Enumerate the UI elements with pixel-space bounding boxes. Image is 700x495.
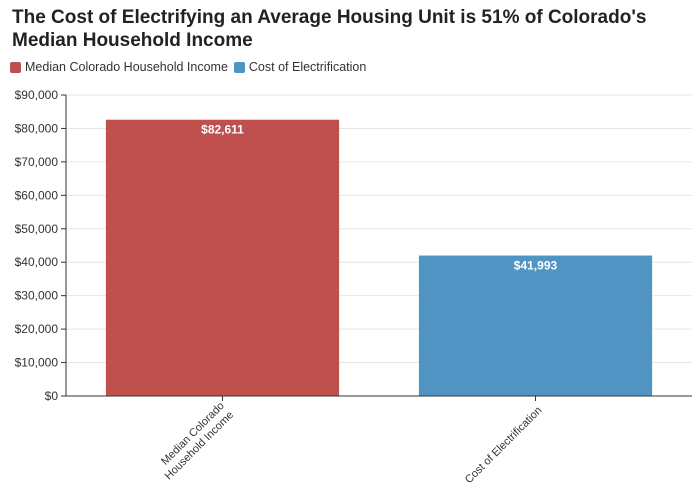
data-label: $41,993 <box>514 259 558 273</box>
data-label: $82,611 <box>201 123 244 137</box>
y-tick-label: $90,000 <box>15 88 59 102</box>
y-tick-label: $70,000 <box>15 155 59 169</box>
legend-label-cost: Cost of Electrification <box>248 60 367 74</box>
legend-item-median[interactable]: Median Colorado Household Income <box>10 60 228 74</box>
y-tick-label: $60,000 <box>15 188 59 202</box>
y-tick-label: $50,000 <box>15 222 59 236</box>
y-tick-label: $0 <box>45 389 59 403</box>
y-tick-label: $80,000 <box>15 121 59 135</box>
bar-cost-of-electrification[interactable] <box>418 255 653 396</box>
x-tick-label: Median ColoradoHousehold Income <box>154 400 237 483</box>
y-tick-label: $30,000 <box>15 289 59 303</box>
y-tick-label: $10,000 <box>15 356 59 370</box>
y-tick-label: $20,000 <box>15 322 59 336</box>
y-tick-label: $40,000 <box>15 255 59 269</box>
legend: Median Colorado Household Income Cost of… <box>10 60 372 74</box>
x-tick-label: Cost of Electrification <box>463 404 545 486</box>
legend-label-median: Median Colorado Household Income <box>25 60 228 74</box>
legend-item-cost[interactable]: Cost of Electrification <box>233 60 367 74</box>
bar-median-income[interactable] <box>105 119 340 396</box>
chart-title: The Cost of Electrifying an Average Hous… <box>12 7 647 51</box>
legend-swatch-cost <box>233 61 245 73</box>
legend-swatch-median <box>10 61 21 73</box>
